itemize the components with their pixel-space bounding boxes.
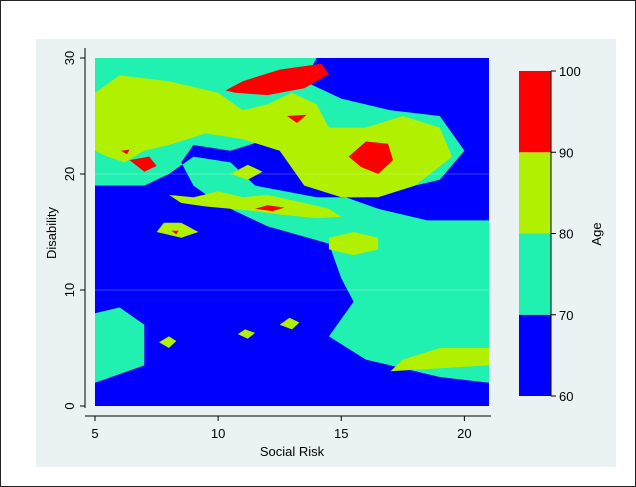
x-tick-label: 5: [91, 426, 98, 441]
contour-region-80: [328, 232, 379, 256]
y-tick-label: 0: [62, 402, 77, 409]
colorbar-tick-label: 100: [559, 64, 581, 79]
contour-region-60: [365, 58, 489, 221]
gridlines: [95, 173, 489, 291]
contour-region-80: [168, 191, 342, 219]
contour-region-90: [120, 149, 130, 155]
x-tick-label: 20: [457, 426, 471, 441]
colorbar-title: Age: [589, 222, 604, 245]
colorbar-segment: [519, 152, 551, 234]
contour-region-90: [287, 114, 307, 123]
contour-region-80: [230, 164, 263, 180]
x-axis-ticks: 5 10 15 20: [91, 416, 472, 441]
contour-region-90: [225, 63, 329, 96]
contour-region-80: [156, 222, 199, 238]
colorbar-segment: [519, 71, 551, 153]
contour-region-90: [348, 141, 393, 174]
contour-region-60: [95, 58, 489, 406]
contour-region-90: [129, 156, 157, 172]
y-axis-ticks: 0 10 20 30: [62, 51, 85, 410]
colorbar: 60 70 80 90 100: [519, 64, 581, 404]
colorbar-tick-label: 80: [559, 227, 573, 242]
contour-region-80: [237, 329, 256, 339]
x-axis-title: Social Risk: [260, 444, 325, 459]
colorbar-tick-label: 90: [559, 145, 573, 160]
colorbar-segment: [519, 314, 551, 396]
colorbar-segment: [519, 233, 551, 315]
contour-region-80: [159, 336, 177, 348]
y-axis-title: Disability: [44, 206, 59, 259]
colorbar-tick-label: 60: [559, 389, 573, 404]
x-tick-label: 10: [211, 426, 225, 441]
y-tick-label: 20: [62, 167, 77, 181]
contour-region-80: [390, 348, 489, 372]
colorbar-tick-label: 70: [559, 308, 573, 323]
y-tick-label: 10: [62, 283, 77, 297]
y-tick-label: 30: [62, 51, 77, 65]
x-tick-label: 15: [334, 426, 348, 441]
contour-region-90: [171, 230, 179, 235]
contour-region-90: [255, 205, 285, 212]
contour-regions: [95, 58, 489, 406]
contour-region-80: [279, 317, 300, 330]
